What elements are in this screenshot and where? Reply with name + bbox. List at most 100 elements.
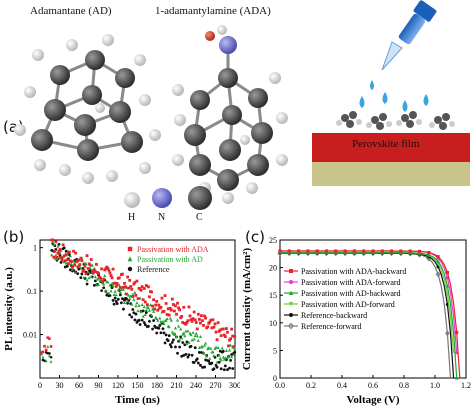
pl-point [126, 299, 130, 303]
legend-marker-c [289, 313, 293, 317]
pl-point [193, 318, 197, 322]
pl-point [40, 351, 43, 354]
jv-point [324, 249, 329, 253]
pl-point [230, 327, 234, 331]
pl-point [56, 244, 60, 248]
pl-point [50, 253, 54, 257]
jv-point [444, 330, 450, 337]
jv-curve-chart: 0.0 0.2 0.4 0.6 0.8 1.0 1.2 0 5 10 15 20 25 Voltage (… [241, 236, 471, 406]
pl-point [111, 267, 115, 271]
pl-point [80, 272, 84, 276]
pl-point [174, 345, 177, 349]
pl-point [229, 337, 232, 341]
pl-point [209, 346, 213, 350]
pl-point [130, 315, 134, 319]
pl-point [216, 321, 220, 325]
pl-point [163, 341, 167, 345]
pl-point [150, 290, 153, 294]
pl-point [200, 314, 203, 318]
pl-point [230, 355, 234, 359]
pl-point [118, 290, 122, 294]
pl-point [121, 297, 124, 301]
pl-point [140, 302, 144, 306]
atom-legend-n: N [158, 212, 166, 223]
pl-point [165, 313, 169, 316]
jv-point [427, 253, 431, 257]
jv-point [352, 249, 356, 253]
pl-point [67, 250, 71, 254]
legend-label-c: Passivation with ADA-forward [301, 278, 401, 287]
pl-point [167, 313, 171, 317]
adamantane-atoms [14, 34, 161, 184]
pl-point [232, 352, 236, 356]
pl-point [173, 309, 176, 313]
nitrogen-legend-sphere [152, 188, 172, 208]
pl-point [52, 255, 56, 259]
pl-point [204, 316, 208, 320]
legend-marker-b [127, 246, 133, 252]
legend-label-c: Reference-forward [301, 322, 361, 331]
pl-point [118, 293, 122, 297]
pl-point [187, 305, 191, 309]
pl-point [194, 331, 198, 335]
y-tick-label-c: 10 [269, 319, 277, 328]
pl-point [179, 327, 183, 331]
pl-point [121, 272, 124, 276]
pl-point [57, 242, 61, 246]
panel-b-label: (b) [3, 228, 25, 246]
pl-point [63, 259, 67, 263]
pl-point [43, 344, 46, 348]
pl-point [222, 333, 226, 337]
pl-point [116, 297, 120, 301]
pl-point [197, 345, 201, 349]
panel-c-label: (c) [245, 228, 265, 246]
pl-point [112, 302, 116, 306]
pl-point [200, 345, 205, 349]
legend-marker-c [288, 302, 294, 307]
pl-point [130, 302, 134, 306]
jv-point [435, 271, 441, 278]
pl-point [96, 282, 101, 286]
pl-point [144, 311, 148, 314]
pl-point [132, 311, 136, 315]
jv-point [315, 249, 319, 253]
pl-point [217, 360, 221, 364]
pl-point [127, 293, 131, 297]
pl-point [60, 258, 64, 262]
pl-point [169, 345, 173, 349]
pl-point [159, 319, 163, 323]
pl-point [84, 272, 88, 276]
pl-point [104, 267, 108, 271]
pl-point [125, 292, 128, 296]
pl-point [102, 282, 106, 286]
pl-point [152, 298, 156, 302]
y-tick-label-b: 0.01 [23, 331, 37, 340]
pl-point [221, 355, 225, 359]
pl-point [154, 326, 158, 329]
pl-point [118, 286, 122, 289]
pl-point [47, 354, 51, 358]
legend-c: Passivation with ADA-backward Passivation… [284, 267, 406, 331]
pl-point [64, 253, 68, 257]
pl-point [128, 296, 132, 300]
pl-point [214, 345, 218, 349]
pl-point [217, 353, 221, 357]
pl-point [73, 261, 77, 265]
y-tick-label-b: 1 [33, 244, 37, 253]
pl-point [192, 337, 196, 341]
pl-point [128, 278, 132, 282]
pl-point [189, 333, 193, 337]
pl-point [77, 258, 81, 262]
pl-point [154, 303, 158, 307]
pl-point [219, 367, 223, 371]
pl-point [171, 338, 175, 342]
pl-point [232, 345, 236, 348]
pl-point [76, 272, 80, 276]
pl-point [168, 316, 172, 320]
pl-point [215, 360, 219, 364]
pl-point [225, 327, 228, 331]
pl-point [221, 349, 225, 353]
pl-point [114, 293, 118, 297]
pl-point [117, 276, 121, 280]
pl-decay-chart: 0 30 60 90 120 150 180 210 240 270 300 1 0.1 0.01 Time… [3, 238, 240, 406]
